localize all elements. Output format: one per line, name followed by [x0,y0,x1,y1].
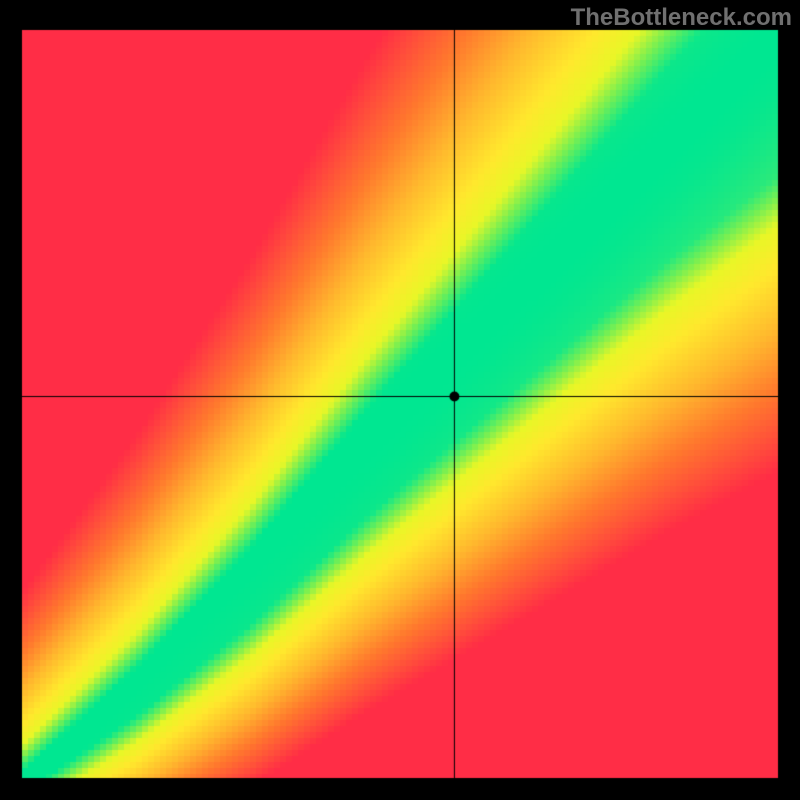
chart-container: TheBottleneck.com [0,0,800,800]
bottleneck-heatmap [0,0,800,800]
watermark-text: TheBottleneck.com [571,4,792,32]
